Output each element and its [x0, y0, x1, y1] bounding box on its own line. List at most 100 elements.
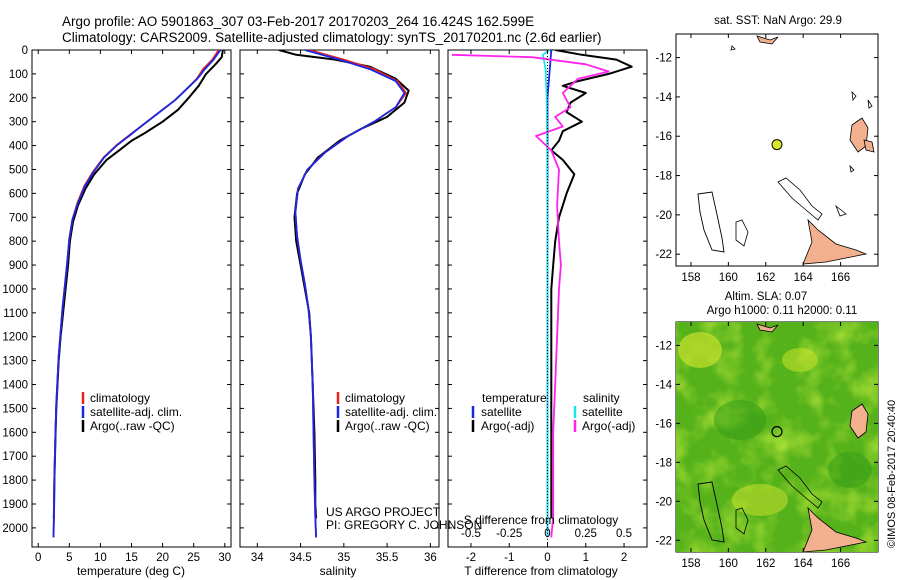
- map-y-tick-label: -18: [655, 457, 672, 469]
- x-tick-label: 0: [544, 552, 550, 564]
- depth-tick-label: 1300: [2, 356, 28, 368]
- map-y-tick-label: -20: [655, 496, 672, 508]
- s-diff-tick-label: 0.25: [575, 528, 597, 540]
- map-y-tick-label: -22: [655, 249, 672, 261]
- series-line-satellite-adj-clim-: [52, 50, 222, 538]
- sla-map-ticks: 158 160 162 164 166 -12 -14 -16 -18 -20 -22: [655, 322, 878, 570]
- s-diff-tick-label: -0.5: [461, 528, 481, 540]
- sla-high-blob: [732, 484, 788, 516]
- sla-low-blob: [714, 400, 766, 440]
- series-line-argo-raw-qc-: [278, 50, 410, 519]
- reef-outline: [697, 191, 725, 253]
- project-note-line-2: PI: GREGORY C. JOHNSON: [326, 518, 482, 532]
- depth-tick-label: 200: [9, 93, 28, 105]
- x-tick-label: -1: [504, 552, 514, 564]
- legend-label-temp-argo: Argo(-adj): [481, 419, 534, 433]
- depth-tick-label: 800: [9, 236, 28, 248]
- header-line-2: Climatology: CARS2009. Satellite-adjuste…: [62, 30, 602, 45]
- map-x-tick-label: 162: [756, 558, 775, 570]
- s-diff-tick-label: 0: [544, 528, 550, 540]
- sst-map-ticks: 158 160 162 164 166 -12 -14 -16 -18 -20 -22: [655, 34, 878, 284]
- salinity-x-ticks: 34 34.5 35 35.5 36: [251, 50, 437, 564]
- sla-low-blob: [828, 452, 872, 488]
- legend-title-temperature: temperature: [482, 391, 547, 405]
- depth-tick-label: 900: [9, 260, 28, 272]
- difference-series-group: [451, 50, 633, 547]
- map-x-tick-label: 166: [831, 272, 850, 284]
- difference-x-ticks: -2 -1 0 1 2 -0.5 -0.25 0 0.25 0.5: [461, 50, 632, 564]
- map-x-tick-label: 164: [794, 272, 814, 284]
- temperature-series-group: [52, 50, 224, 538]
- legend-label-climatology: climatology: [90, 391, 150, 405]
- depth-tick-label: 1400: [2, 380, 28, 392]
- temperature-panel-frame: [31, 49, 232, 548]
- sla-high-blob: [678, 332, 722, 368]
- x-tick-label: 34.5: [289, 552, 311, 564]
- map-y-tick-label: -12: [655, 340, 672, 352]
- x-tick-label: 5: [66, 552, 72, 564]
- x-tick-label: 30: [218, 552, 231, 564]
- reef-outline-2: [735, 219, 749, 247]
- series-line-salinity-argo-adj-: [451, 53, 610, 538]
- series-line-temperature-argo-adj-: [550, 50, 633, 519]
- depth-tick-label: 500: [9, 164, 28, 176]
- depth-tick-label: 0: [22, 45, 28, 57]
- x-tick-label: 1: [583, 552, 589, 564]
- x-tick-label: 34: [251, 552, 264, 564]
- map-x-tick-label: 160: [719, 272, 738, 284]
- map-y-tick-label: -14: [655, 379, 672, 391]
- tick-marks: [32, 49, 647, 529]
- depth-tick-label: 600: [9, 188, 28, 200]
- map-y-tick-label: -20: [655, 210, 672, 222]
- map-y-tick-label: -18: [655, 171, 672, 183]
- map-y-tick-label: -12: [655, 53, 672, 65]
- small-reefs: [730, 45, 873, 217]
- sla-map-title-1: Altim. SLA: 0.07: [725, 291, 807, 303]
- series-line-climatology: [52, 50, 220, 538]
- new-caledonia-land: [802, 218, 868, 265]
- x-tick-label: 35.5: [376, 552, 398, 564]
- depth-tick-label: 1900: [2, 499, 28, 511]
- difference-x-label: T difference from climatology: [464, 564, 618, 578]
- imos-side-label: ©IMOS 08-Feb-2017 20:40:40: [886, 400, 898, 548]
- depth-tick-label: 1800: [2, 475, 28, 487]
- temperature-x-ticks: 0 5 10 15 20 25 30: [35, 50, 231, 564]
- series-line-salinity-satellite: [542, 50, 550, 538]
- map-x-tick-label: 158: [681, 558, 700, 570]
- x-tick-label: 36: [424, 552, 437, 564]
- map-x-tick-label: 160: [719, 558, 738, 570]
- legend-label-climatology: climatology: [345, 391, 405, 405]
- island-north: [756, 323, 779, 333]
- sst-map-title: sat. SST: NaN Argo: 29.9: [714, 15, 842, 27]
- x-tick-label: 0: [35, 552, 41, 564]
- depth-tick-label: 1600: [2, 427, 28, 439]
- legend-label-satellite-clim: satellite-adj. clim.: [345, 405, 437, 419]
- header-line-1: Argo profile: AO 5901863_307 03-Feb-2017…: [62, 14, 534, 29]
- legend-label-sal-argo: Argo(-adj): [582, 419, 635, 433]
- depth-tick-label: 1000: [2, 284, 28, 296]
- vanuatu-island-2: [863, 139, 875, 153]
- salinity-legend: climatology satellite-adj. clim. Argo(..…: [336, 391, 437, 433]
- x-tick-label: 15: [125, 552, 138, 564]
- depth-tick-label: 1500: [2, 403, 28, 415]
- x-tick-label: -2: [466, 552, 476, 564]
- map-y-tick-label: -22: [655, 535, 672, 547]
- depth-tick-label: 1200: [2, 332, 28, 344]
- s-diff-tick-label: -0.25: [496, 528, 522, 540]
- map-x-tick-label: 162: [756, 272, 775, 284]
- depth-tick-label: 100: [9, 69, 28, 81]
- s-diff-tick-label: 0.5: [616, 528, 632, 540]
- x-tick-label: 25: [187, 552, 200, 564]
- x-tick-label: 10: [94, 552, 107, 564]
- depth-tick-label: 700: [9, 212, 28, 224]
- series-line-satellite-adj-clim-: [294, 50, 406, 538]
- difference-top-x-label: S difference from climatology: [464, 513, 619, 527]
- x-tick-label: 35: [337, 552, 350, 564]
- salinity-panel-frame: [239, 49, 440, 548]
- float-position-marker: [771, 139, 783, 151]
- depth-tick-label: 400: [9, 141, 28, 153]
- island-north: [756, 35, 779, 45]
- map-x-tick-label: 164: [794, 558, 814, 570]
- float-position-marker: [771, 426, 783, 438]
- difference-legend: temperature salinity satellite Argo(-adj…: [471, 391, 635, 433]
